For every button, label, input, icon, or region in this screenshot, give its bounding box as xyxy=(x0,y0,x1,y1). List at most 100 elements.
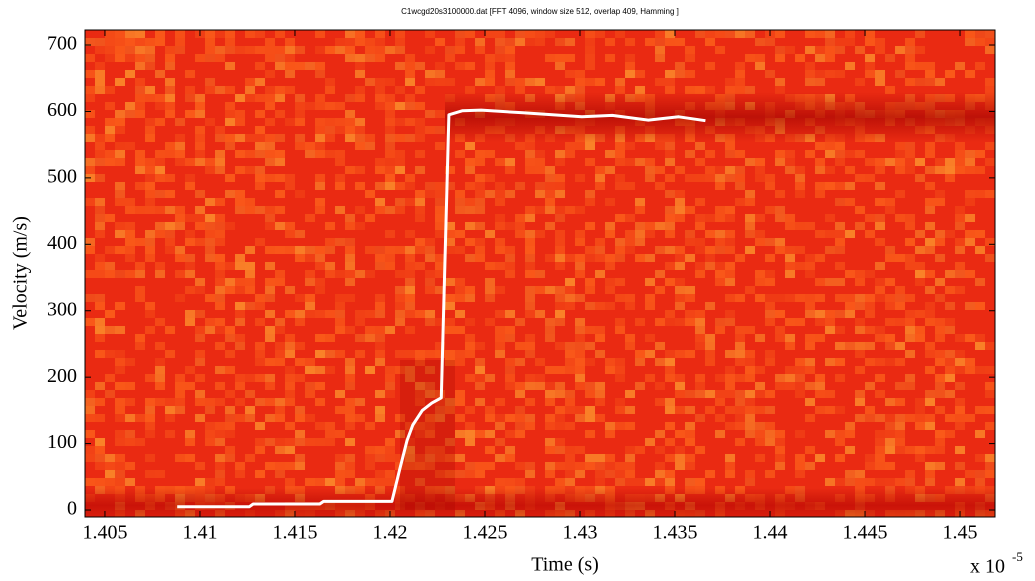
noise-cell xyxy=(755,278,765,286)
noise-cell xyxy=(775,54,785,62)
noise-cell xyxy=(755,366,765,374)
noise-cell xyxy=(405,302,415,310)
noise-cell xyxy=(525,294,535,302)
noise-cell xyxy=(145,94,155,102)
noise-cell xyxy=(345,462,355,470)
noise-cell xyxy=(545,86,555,94)
noise-cell xyxy=(645,166,655,174)
noise-cell xyxy=(805,294,815,302)
noise-cell xyxy=(515,358,525,366)
noise-cell xyxy=(295,358,305,366)
noise-cell xyxy=(795,246,805,254)
noise-cell xyxy=(555,294,565,302)
y-tick-label: 300 xyxy=(47,298,77,320)
noise-cell xyxy=(435,270,445,278)
noise-cell xyxy=(305,390,315,398)
noise-cell xyxy=(235,254,245,262)
noise-cell xyxy=(265,398,275,406)
y-tick-label: 0 xyxy=(67,498,77,520)
noise-cell xyxy=(955,406,965,414)
noise-cell xyxy=(475,38,485,46)
noise-cell xyxy=(475,222,485,230)
noise-cell xyxy=(405,438,415,446)
noise-cell xyxy=(485,190,495,198)
noise-cell xyxy=(525,470,535,478)
noise-cell xyxy=(925,70,935,78)
noise-cell xyxy=(465,422,475,430)
noise-cell xyxy=(565,462,575,470)
noise-cell xyxy=(525,166,535,174)
noise-cell xyxy=(375,302,385,310)
noise-cell xyxy=(85,270,95,278)
noise-cell xyxy=(725,406,735,414)
noise-cell xyxy=(945,374,955,382)
noise-cell xyxy=(925,238,935,246)
noise-cell xyxy=(555,366,565,374)
noise-cell xyxy=(185,310,195,318)
noise-cell xyxy=(255,142,265,150)
noise-cell xyxy=(415,398,425,406)
noise-cell xyxy=(545,390,555,398)
noise-cell xyxy=(905,414,915,422)
noise-cell xyxy=(525,398,535,406)
noise-cell xyxy=(255,166,265,174)
noise-cell xyxy=(415,198,425,206)
noise-cell xyxy=(425,254,435,262)
noise-cell xyxy=(845,182,855,190)
noise-cell xyxy=(615,254,625,262)
noise-cell xyxy=(805,30,815,38)
noise-cell xyxy=(85,414,95,422)
noise-cell xyxy=(315,198,325,206)
noise-cell xyxy=(555,414,565,422)
noise-cell xyxy=(895,214,905,222)
noise-cell xyxy=(465,182,475,190)
noise-cell xyxy=(635,198,645,206)
noise-cell xyxy=(535,310,545,318)
noise-cell xyxy=(125,230,135,238)
noise-cell xyxy=(105,454,115,462)
noise-cell xyxy=(385,478,395,486)
noise-cell xyxy=(545,54,555,62)
noise-cell xyxy=(715,246,725,254)
noise-cell xyxy=(225,222,235,230)
noise-cell xyxy=(645,334,655,342)
noise-cell xyxy=(285,54,295,62)
noise-cell xyxy=(625,334,635,342)
noise-cell xyxy=(125,70,135,78)
noise-cell xyxy=(185,230,195,238)
noise-cell xyxy=(85,454,95,462)
noise-cell xyxy=(865,294,875,302)
noise-cell xyxy=(145,430,155,438)
noise-cell xyxy=(615,246,625,254)
noise-cell xyxy=(915,326,925,334)
noise-cell xyxy=(865,310,875,318)
noise-cell xyxy=(685,54,695,62)
noise-cell xyxy=(295,46,305,54)
noise-cell xyxy=(505,54,515,62)
noise-cell xyxy=(805,302,815,310)
noise-cell xyxy=(725,86,735,94)
noise-cell xyxy=(625,390,635,398)
noise-cell xyxy=(515,78,525,86)
noise-cell xyxy=(415,214,425,222)
noise-cell xyxy=(195,222,205,230)
noise-cell xyxy=(265,462,275,470)
noise-cell xyxy=(595,302,605,310)
noise-cell xyxy=(425,46,435,54)
noise-cell xyxy=(325,366,335,374)
noise-cell xyxy=(205,86,215,94)
noise-cell xyxy=(275,174,285,182)
noise-cell xyxy=(725,206,735,214)
noise-cell xyxy=(705,406,715,414)
noise-cell xyxy=(315,286,325,294)
noise-cell xyxy=(825,406,835,414)
noise-cell xyxy=(455,198,465,206)
noise-cell xyxy=(575,70,585,78)
noise-cell xyxy=(405,286,415,294)
noise-cell xyxy=(605,278,615,286)
noise-cell xyxy=(125,382,135,390)
noise-cell xyxy=(195,150,205,158)
noise-cell xyxy=(515,318,525,326)
noise-cell xyxy=(165,110,175,118)
noise-cell xyxy=(695,478,705,486)
